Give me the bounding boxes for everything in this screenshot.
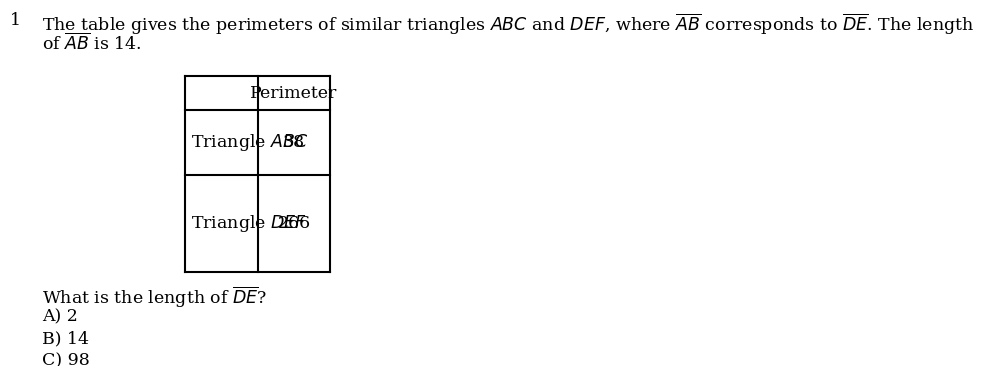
Text: Triangle $\mathit{ABC}$: Triangle $\mathit{ABC}$	[191, 132, 309, 153]
Text: A) 2: A) 2	[42, 308, 77, 325]
Text: The table gives the perimeters of similar triangles $\mathit{ABC}$ and $\mathit{: The table gives the perimeters of simila…	[42, 12, 974, 37]
Text: B) 14: B) 14	[42, 330, 89, 347]
Text: C) 98: C) 98	[42, 352, 89, 366]
Text: Triangle $\mathit{DEF}$: Triangle $\mathit{DEF}$	[191, 213, 307, 234]
Text: 38: 38	[283, 134, 305, 151]
Text: 266: 266	[277, 215, 311, 232]
Text: of $\overline{AB}$ is 14.: of $\overline{AB}$ is 14.	[42, 33, 142, 54]
Text: 1: 1	[10, 12, 21, 29]
Text: Perimeter: Perimeter	[250, 85, 338, 101]
Text: What is the length of $\overline{DE}$?: What is the length of $\overline{DE}$?	[42, 285, 267, 310]
